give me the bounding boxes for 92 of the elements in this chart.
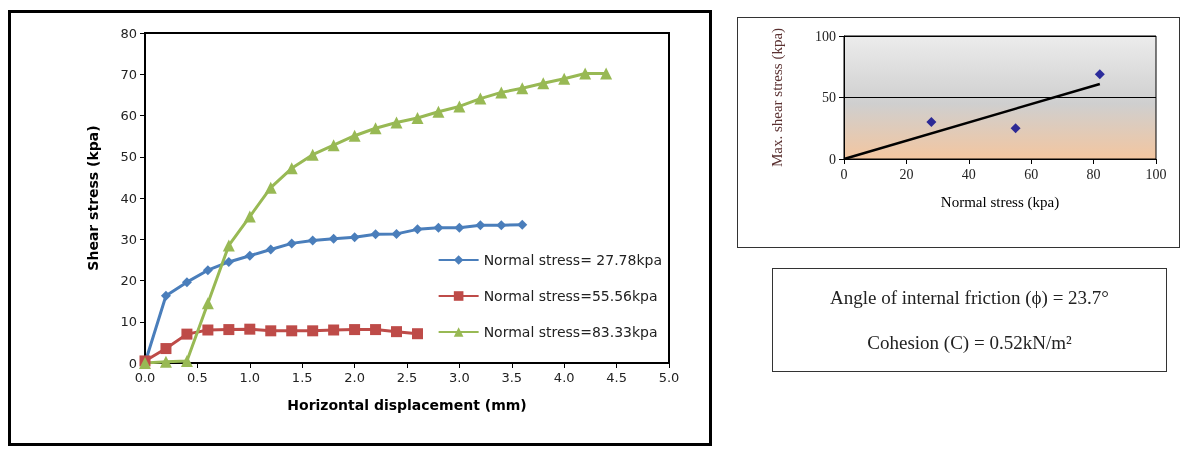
point xyxy=(243,210,256,223)
point xyxy=(558,72,571,85)
y-axis-title: Shear stress (kpa) xyxy=(85,125,101,271)
point xyxy=(160,290,171,301)
point xyxy=(432,105,445,118)
point xyxy=(433,222,444,233)
text: Angle of internal friction (ϕ) = 23.7° xyxy=(829,286,1110,309)
point xyxy=(349,324,361,336)
point xyxy=(286,325,298,337)
point xyxy=(926,117,937,128)
legend-label: Normal stress= 27.78kpa xyxy=(483,252,662,268)
point xyxy=(1094,69,1105,80)
point xyxy=(223,256,234,267)
x-tick-label: 20 xyxy=(899,166,914,182)
point xyxy=(496,220,507,231)
y-tick-label: 50 xyxy=(822,90,836,105)
x-tick-label: 4.5 xyxy=(606,370,627,385)
point xyxy=(181,328,193,340)
x-tick-label: 100 xyxy=(1145,166,1167,182)
x-tick-label: 2.0 xyxy=(344,370,365,385)
x-tick-label: 4.0 xyxy=(553,370,575,385)
y-tick-label: 40 xyxy=(120,190,137,206)
point xyxy=(286,238,297,249)
point xyxy=(223,324,235,336)
point xyxy=(181,277,192,288)
point xyxy=(495,86,508,99)
x-tick-label: 1.5 xyxy=(291,370,313,385)
x-tick-label: 40 xyxy=(961,166,976,182)
y-tick-label: 0 xyxy=(128,355,137,371)
point xyxy=(579,67,592,80)
point xyxy=(159,355,172,368)
y-tick-label: 50 xyxy=(120,149,137,165)
point xyxy=(390,116,403,129)
x-tick-label: 0.0 xyxy=(134,370,156,385)
point xyxy=(307,235,318,246)
point xyxy=(370,324,382,336)
y-tick-label: 10 xyxy=(120,314,137,330)
legend-label: Normal stress=83.33kpa xyxy=(483,324,658,340)
point xyxy=(474,92,487,105)
x-tick-label: 60 xyxy=(1024,166,1039,182)
point xyxy=(517,219,528,230)
point xyxy=(307,325,319,337)
point xyxy=(411,328,423,340)
x-tick-label: 0.5 xyxy=(187,370,208,385)
point xyxy=(391,326,403,338)
point xyxy=(412,224,423,235)
x-tick-label: 1.0 xyxy=(239,370,261,385)
x-tick-label: 3.0 xyxy=(449,370,470,385)
point xyxy=(201,297,214,310)
x-tick-label: 5.0 xyxy=(658,370,680,385)
point xyxy=(180,354,193,367)
point xyxy=(1010,123,1021,134)
point xyxy=(244,323,256,335)
legend-label: Normal stress=55.56kpa xyxy=(483,288,658,304)
x-axis-title: Normal stress (kpa) xyxy=(940,193,1060,211)
point xyxy=(265,244,276,255)
x-tick-label: 3.5 xyxy=(501,370,523,385)
x-tick-label: 2.5 xyxy=(396,370,418,385)
point xyxy=(453,100,466,113)
point xyxy=(516,82,529,95)
point xyxy=(369,122,382,135)
x-axis-title: Horizontal displacement (mm) xyxy=(287,397,527,413)
y-tick-label: 70 xyxy=(120,66,137,82)
point xyxy=(202,265,213,276)
point xyxy=(328,233,339,244)
y-tick-label: 100 xyxy=(815,28,836,44)
y-axis-title: Max. shear stress (kpa) xyxy=(768,27,786,168)
point xyxy=(328,324,340,336)
x-tick-label: 80 xyxy=(1086,166,1101,182)
point xyxy=(537,77,550,90)
y-tick-label: 0 xyxy=(829,151,836,167)
point xyxy=(370,229,381,240)
point xyxy=(160,343,172,355)
point xyxy=(265,325,277,337)
point xyxy=(475,220,486,231)
point xyxy=(202,324,214,336)
text: Cohesion (C) = 0.52kN/m² xyxy=(866,331,1073,354)
point xyxy=(454,222,465,233)
point xyxy=(264,181,277,194)
y-tick-label: 30 xyxy=(120,231,137,247)
point xyxy=(600,67,613,80)
point xyxy=(306,148,319,161)
point xyxy=(222,239,235,252)
point xyxy=(244,250,255,261)
point xyxy=(411,111,424,124)
y-tick-label: 80 xyxy=(120,25,137,41)
y-tick-label: 60 xyxy=(120,108,137,123)
point xyxy=(327,139,340,152)
point xyxy=(391,228,402,239)
y-tick-label: 20 xyxy=(120,273,137,288)
x-tick-label: 0 xyxy=(840,166,848,182)
point xyxy=(348,129,361,142)
